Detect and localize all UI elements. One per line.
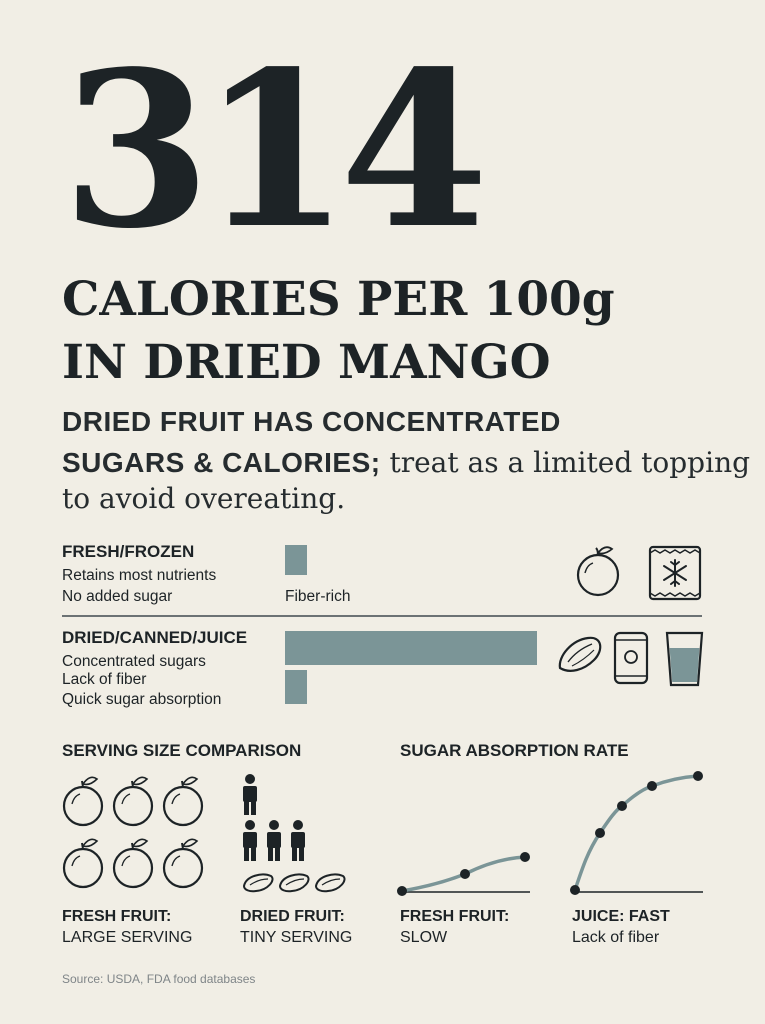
subtitle-rest-2: treat as a limited topping <box>380 446 751 479</box>
person-icon <box>243 820 257 861</box>
category-dried-title: DRIED/CANNED/JUICE <box>62 628 248 647</box>
dried-fruit-caption-title: DRIED FRUIT: <box>240 908 345 925</box>
serving-section-title: SERVING SIZE COMPARISON <box>62 741 302 760</box>
people-group <box>243 774 305 861</box>
dried-pieces-group <box>242 873 346 893</box>
fruit-icon <box>62 838 104 889</box>
fruit-icon <box>112 776 154 827</box>
headline-line-1: CALORIES PER 100g <box>62 272 615 327</box>
dried-sugar-bar <box>285 631 537 665</box>
can-icon <box>613 631 649 685</box>
dried-fiber-bar <box>285 670 307 704</box>
fast-curve-point <box>595 828 605 838</box>
category-divider <box>62 615 702 617</box>
slow-curve-point <box>520 852 530 862</box>
headline-line-2: IN DRIED MANGO <box>62 335 551 390</box>
fresh-bar-label: Fiber-rich <box>285 588 351 605</box>
category-fresh-title: FRESH/FROZEN <box>62 542 195 561</box>
fast-absorption-curve <box>570 771 703 895</box>
person-icon <box>267 820 281 861</box>
category-fresh-detail: Retains most nutrients <box>62 567 217 584</box>
big-calorie-number: 314 <box>62 25 489 276</box>
slow-absorption-curve <box>397 852 530 896</box>
dried-piece-icon <box>278 873 310 893</box>
category-dried-detail: Lack of fiber <box>62 671 147 688</box>
absorption-juice-sub: Lack of fiber <box>572 929 660 946</box>
slow-curve-point <box>397 886 407 896</box>
fast-curve-point <box>617 801 627 811</box>
dried-piece-icon <box>242 873 274 893</box>
dried-fruit-icon <box>558 636 602 672</box>
juice-glass-icon <box>665 631 704 687</box>
person-icon <box>243 774 257 815</box>
absorption-juice-title: JUICE: FAST <box>572 908 670 925</box>
subtitle-bold-1: DRIED FRUIT HAS CONCENTRATED <box>62 406 561 437</box>
subtitle-line-3: to avoid overeating. <box>62 482 346 515</box>
source-note: Source: USDA, FDA food databases <box>62 972 256 986</box>
dried-fruit-caption-sub: TINY SERVING <box>240 929 353 946</box>
category-fresh-detail: No added sugar <box>62 588 173 605</box>
fresh-fruit-caption-title: FRESH FRUIT: <box>62 908 172 925</box>
fruit-icon <box>112 838 154 889</box>
category-dried-detail: Quick sugar absorption <box>62 691 222 708</box>
slow-curve-point <box>460 869 470 879</box>
absorption-fresh-sub: SLOW <box>400 929 448 946</box>
fast-curve-point <box>647 781 657 791</box>
fruit-icon <box>162 838 204 889</box>
fast-curve-point <box>693 771 703 781</box>
absorption-section-title: SUGAR ABSORPTION RATE <box>400 741 629 760</box>
orange-icon <box>576 546 620 597</box>
subtitle-line-2: SUGARS & CALORIES; treat as a limited to… <box>62 449 750 477</box>
fresh-fruit-caption-sub: LARGE SERVING <box>62 929 193 946</box>
fruit-icon <box>162 776 204 827</box>
fast-curve-point <box>570 885 580 895</box>
dried-piece-icon <box>314 873 346 893</box>
subtitle-bold-2: SUGARS & CALORIES; <box>62 447 381 478</box>
frozen-bag-icon <box>648 545 702 601</box>
subtitle-line-1: DRIED FRUIT HAS CONCENTRATED <box>62 408 561 436</box>
absorption-fresh-title: FRESH FRUIT: <box>400 908 510 925</box>
fresh-fiber-bar <box>285 545 307 575</box>
fruit-icon <box>62 776 104 827</box>
fresh-fruit-group <box>62 776 204 889</box>
category-dried-detail: Concentrated sugars <box>62 653 206 670</box>
person-icon <box>291 820 305 861</box>
